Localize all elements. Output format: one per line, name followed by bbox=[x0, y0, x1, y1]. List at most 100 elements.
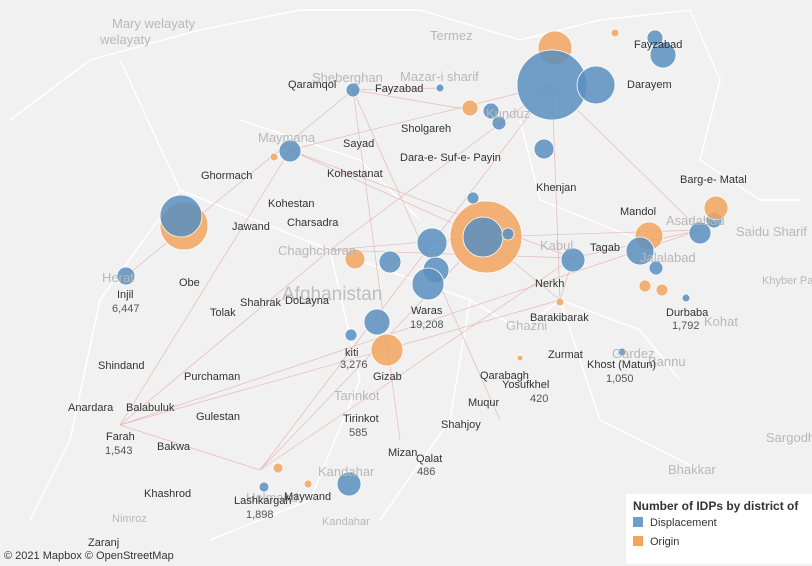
flow-line bbox=[352, 87, 441, 91]
district-label: Charsadra bbox=[287, 217, 339, 229]
district-value: 6,447 bbox=[112, 303, 140, 315]
bubble bbox=[501, 227, 515, 241]
bubble bbox=[116, 266, 136, 286]
labels: Mary welayaty welayaty Termez Sheberghan… bbox=[68, 16, 812, 549]
place-label: Jalalabad bbox=[640, 250, 696, 265]
district-label: Tagab bbox=[590, 242, 620, 254]
bubble bbox=[560, 247, 586, 273]
place-label: Khyber Pakhtunkhwa bbox=[762, 275, 812, 287]
place-label: Nimroz bbox=[112, 513, 147, 525]
district-value: 1,792 bbox=[672, 320, 700, 332]
legend-swatch bbox=[633, 536, 643, 546]
district-label: Nerkh bbox=[535, 278, 564, 290]
legend: Number of IDPs by district of Displaceme… bbox=[626, 494, 812, 564]
flow-line bbox=[119, 229, 701, 426]
bubble bbox=[649, 41, 677, 69]
district-label: Khost (Matun) bbox=[587, 359, 656, 371]
legend-title: Number of IDPs by district of bbox=[633, 499, 799, 513]
flow-line bbox=[119, 299, 561, 426]
district-label: Durbaba bbox=[666, 307, 709, 319]
flow-line bbox=[119, 149, 291, 426]
place-label: Kunduz bbox=[486, 106, 530, 121]
district-label: Anardara bbox=[68, 402, 114, 414]
bubble bbox=[703, 195, 729, 221]
district-value: 1,898 bbox=[246, 509, 274, 521]
district-label: Zaranj bbox=[88, 537, 119, 549]
bubble bbox=[278, 139, 302, 163]
bubble bbox=[688, 221, 712, 245]
attribution: © 2021 Mapbox © OpenStreetMap bbox=[4, 550, 174, 562]
flow-line bbox=[352, 89, 401, 441]
district-label: Shahrak bbox=[240, 297, 281, 309]
bubble bbox=[617, 347, 627, 357]
bubble bbox=[416, 227, 448, 259]
district-label: Qarabagh bbox=[480, 370, 529, 382]
place-label: Saidu Sharif bbox=[736, 224, 807, 239]
place-label: Herat bbox=[102, 270, 134, 285]
place-label: Asadabad bbox=[666, 213, 725, 228]
district-value: 585 bbox=[349, 427, 367, 439]
legend-box bbox=[626, 494, 812, 564]
district-label: Tolak bbox=[210, 307, 236, 319]
district-label: Lashkargah bbox=[234, 495, 292, 507]
district-label: Maywand bbox=[284, 491, 331, 503]
bubble bbox=[638, 279, 652, 293]
district-label: DoLayna bbox=[285, 295, 330, 307]
district-value: 420 bbox=[530, 393, 548, 405]
district-label: Muqur bbox=[468, 397, 500, 409]
bubble bbox=[378, 250, 402, 274]
district-label: Shahjoy bbox=[441, 419, 481, 431]
district-label: Mandol bbox=[620, 206, 656, 218]
flow-line bbox=[329, 249, 574, 259]
district-label: Ghormach bbox=[201, 170, 252, 182]
bubble bbox=[303, 479, 313, 489]
borders bbox=[9, 9, 800, 541]
legend-swatch bbox=[633, 517, 643, 527]
flow-line bbox=[289, 149, 484, 238]
district-label: Khenjan bbox=[536, 182, 576, 194]
district-label: Khashrod bbox=[144, 488, 191, 500]
bubble bbox=[625, 236, 655, 266]
place-label: Mazar-i sharif bbox=[400, 69, 479, 84]
bubble bbox=[648, 260, 664, 276]
place-label: Kohat bbox=[704, 314, 738, 329]
place-label: Gardez bbox=[612, 346, 655, 361]
bubble bbox=[646, 29, 664, 47]
bubble bbox=[272, 462, 284, 474]
bubble bbox=[345, 82, 361, 98]
bubble bbox=[533, 138, 555, 160]
district-label: Dara-e- Suf-e- Payin bbox=[400, 152, 501, 164]
bubble bbox=[159, 194, 203, 238]
place-label: Sargodha bbox=[766, 430, 812, 445]
bubble bbox=[370, 333, 404, 367]
place-label: Bannu bbox=[648, 354, 686, 369]
district-label: Gulestan bbox=[196, 411, 240, 423]
place-label: Termez bbox=[430, 28, 473, 43]
place-label: Helmand bbox=[246, 490, 298, 505]
place-label: Kandahar bbox=[318, 464, 375, 479]
bubble bbox=[681, 293, 691, 303]
district-label: Balabuluk bbox=[126, 402, 175, 414]
district-label: Barg-e- Matal bbox=[680, 174, 747, 186]
district-label: Barakibarak bbox=[530, 312, 589, 324]
district-label: Zurmat bbox=[548, 349, 583, 361]
place-label: Kabul bbox=[540, 238, 573, 253]
district-label: Fayzabad bbox=[634, 39, 682, 51]
flow-line bbox=[352, 89, 471, 111]
bubble bbox=[258, 481, 270, 493]
border-line bbox=[9, 9, 800, 541]
bubbles bbox=[116, 28, 729, 497]
place-label: welayaty bbox=[99, 32, 151, 47]
bubble bbox=[461, 99, 479, 117]
bubble bbox=[411, 267, 445, 301]
district-label: Obe bbox=[179, 277, 200, 289]
bubble bbox=[491, 115, 507, 131]
bubble bbox=[576, 65, 616, 105]
flow-line bbox=[119, 249, 331, 426]
district-label: Gizab bbox=[373, 371, 402, 383]
district-label: Mizan bbox=[388, 447, 417, 459]
place-label: Ghazni bbox=[506, 318, 547, 333]
place-label: Sheberghan bbox=[312, 70, 383, 85]
bubble bbox=[462, 216, 504, 258]
